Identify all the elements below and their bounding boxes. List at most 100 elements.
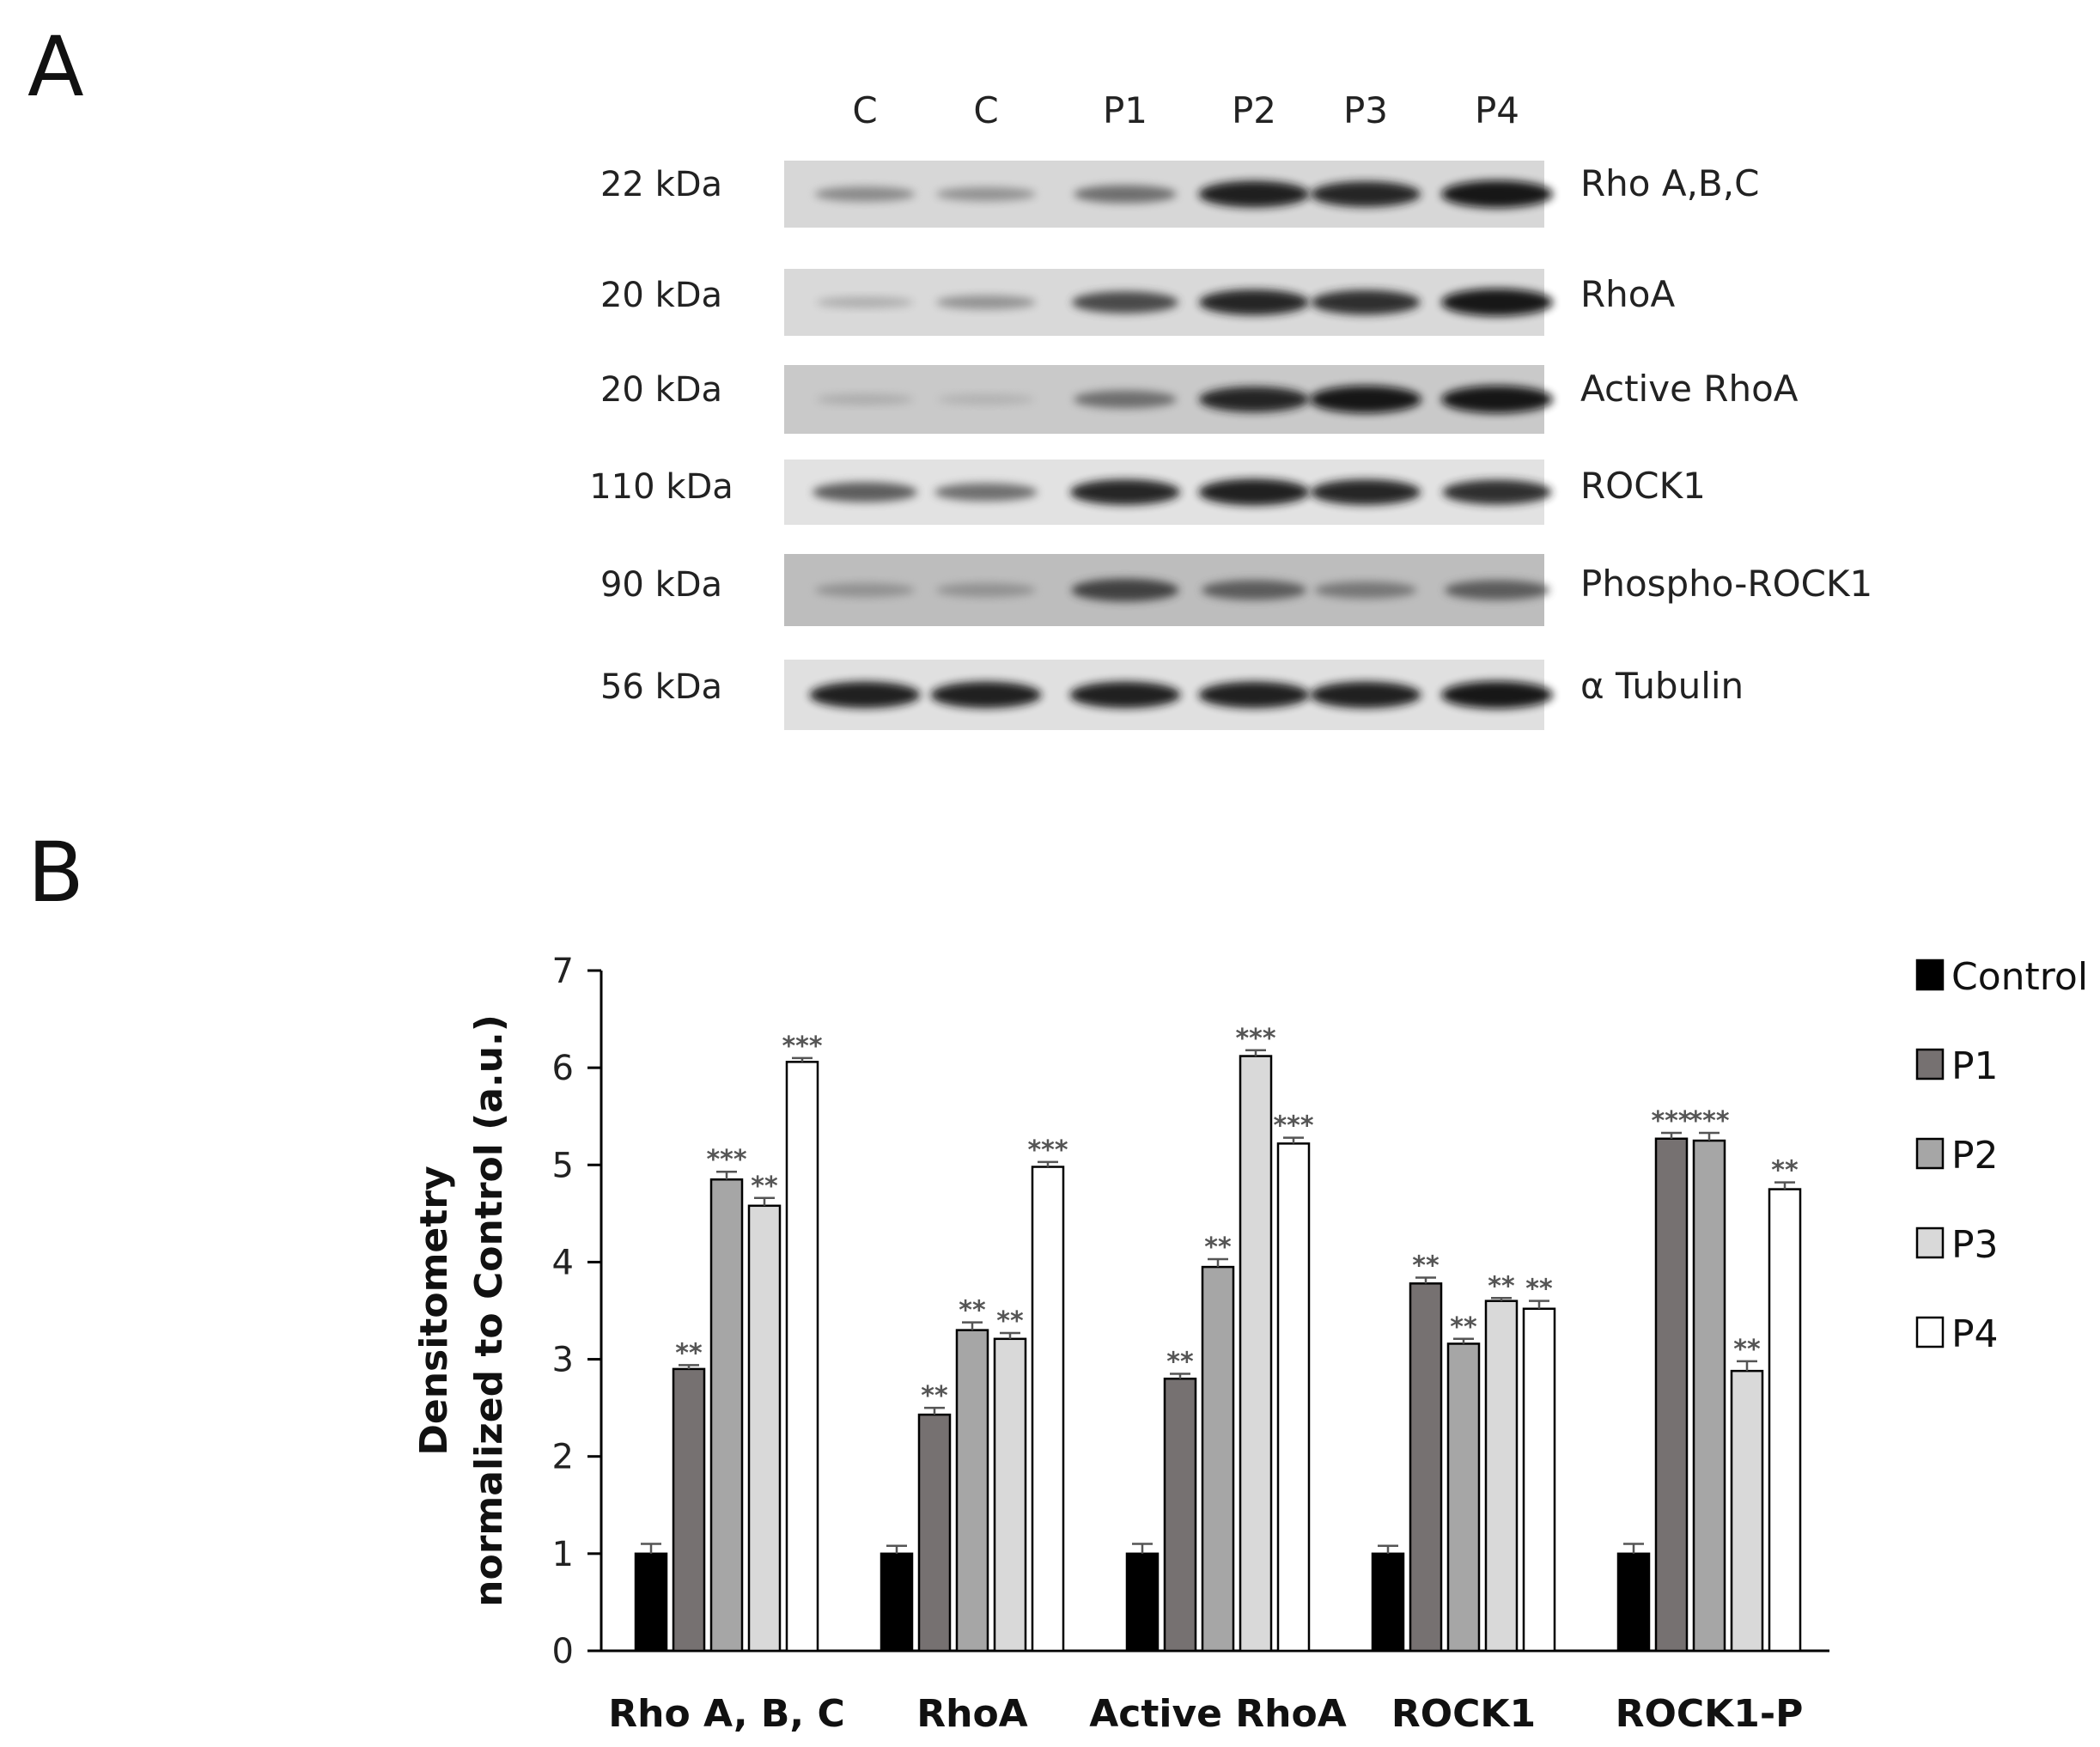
- significance-marker: **: [959, 1296, 986, 1326]
- blot-row: 110 kDa ROCK1: [589, 460, 1706, 525]
- bar: [955, 1329, 989, 1653]
- legend-swatch: [1915, 1227, 1945, 1259]
- blot-row: 22 kDa Rho A,B,C: [600, 161, 1759, 228]
- significance-marker: ***: [1689, 1106, 1729, 1136]
- molecular-weight-label: 56 kDa: [600, 667, 722, 707]
- blot-band: [1310, 681, 1421, 709]
- blot-band: [815, 582, 915, 598]
- blot-row: 56 kDa α Tubulin: [600, 660, 1744, 730]
- y-tick-label: 7: [552, 952, 574, 991]
- blot-band: [1198, 180, 1310, 208]
- lane-label: C: [973, 89, 998, 131]
- bar: [1125, 1552, 1160, 1653]
- bar: [785, 1061, 819, 1653]
- significance-marker: **: [1450, 1312, 1477, 1342]
- legend-label: P3: [1951, 1223, 1999, 1267]
- blot-band: [1311, 289, 1421, 315]
- protein-label: α Tubulin: [1580, 665, 1744, 707]
- molecular-weight-label: 22 kDa: [600, 165, 722, 204]
- molecular-weight-label: 110 kDa: [589, 467, 733, 507]
- legend-label: P4: [1951, 1312, 1999, 1356]
- lane-label: C: [852, 89, 877, 131]
- blot-band: [1202, 580, 1306, 600]
- blot-row: 90 kDa Phospho-ROCK1: [600, 554, 1872, 626]
- lane-label: P1: [1103, 89, 1147, 131]
- x-category-label: RhoA: [916, 1692, 1028, 1736]
- blot-band: [1311, 181, 1421, 207]
- significance-marker: ***: [782, 1032, 822, 1062]
- bar: [1484, 1300, 1519, 1653]
- bar: [1654, 1137, 1689, 1653]
- lane-label: P3: [1343, 89, 1388, 131]
- x-category-label: Rho A, B, C: [608, 1692, 845, 1736]
- significance-marker: **: [675, 1338, 703, 1368]
- bar: [1031, 1166, 1065, 1653]
- y-tick-label: 4: [552, 1243, 574, 1282]
- blot-band: [1441, 681, 1553, 709]
- bar: [1371, 1552, 1405, 1653]
- molecular-weight-label: 20 kDa: [600, 370, 722, 410]
- x-category-label: Active RhoA: [1089, 1692, 1347, 1736]
- blot-band: [1445, 580, 1549, 600]
- significance-marker: ***: [1651, 1106, 1691, 1136]
- blot-band: [936, 582, 1036, 598]
- y-axis-label-line: Densitometry: [412, 1166, 456, 1455]
- blot-band: [930, 681, 1042, 709]
- protein-label: Rho A,B,C: [1580, 162, 1759, 204]
- bar: [747, 1204, 782, 1653]
- blot-row: 20 kDa RhoA: [600, 269, 1675, 336]
- significance-marker: **: [1204, 1233, 1232, 1263]
- y-axis-label-line: normalized to Control (a.u.): [467, 1014, 511, 1607]
- bar: [1692, 1139, 1726, 1653]
- y-tick-label: 6: [552, 1049, 574, 1088]
- bar: [1163, 1377, 1197, 1653]
- blot-band: [814, 186, 916, 202]
- blot-band: [1314, 581, 1417, 599]
- blot-band: [936, 186, 1036, 202]
- bar: [1239, 1055, 1273, 1653]
- blot-band: [1071, 578, 1179, 602]
- bar-group: **********: [634, 1032, 823, 1653]
- significance-marker: **: [1733, 1335, 1761, 1365]
- significance-marker: **: [1412, 1251, 1440, 1281]
- blot-band: [816, 393, 914, 405]
- bar-group: ** ** ** **: [1371, 1251, 1556, 1653]
- legend-swatch: [1915, 959, 1945, 991]
- y-tick-label: 5: [552, 1146, 574, 1185]
- blot-band: [1311, 479, 1421, 505]
- bar: [1616, 1552, 1651, 1653]
- x-category-label: ROCK1-P: [1616, 1692, 1804, 1736]
- bar: [1201, 1265, 1235, 1653]
- blot-band: [1441, 386, 1553, 413]
- blot-band: [1310, 386, 1421, 413]
- legend-swatch: [1915, 1316, 1945, 1348]
- significance-marker: **: [751, 1172, 778, 1202]
- bar: [1730, 1369, 1764, 1653]
- blot-band: [1198, 478, 1310, 506]
- significance-marker: **: [996, 1306, 1024, 1336]
- blot-band: [1074, 390, 1177, 409]
- blot-band: [1199, 289, 1309, 315]
- blot-band: [1074, 185, 1177, 204]
- blot-band: [813, 482, 917, 502]
- blot-band: [934, 483, 1038, 502]
- blot-band: [809, 681, 921, 709]
- y-axis-title: Densitometry normalized to Control (a.u.): [412, 1014, 511, 1607]
- blot-band: [936, 295, 1036, 310]
- significance-marker: **: [1525, 1275, 1553, 1305]
- protein-label: Active RhoA: [1580, 368, 1799, 410]
- y-tick-label: 1: [552, 1535, 574, 1574]
- blot-band: [937, 393, 1035, 405]
- bar: [1522, 1307, 1556, 1653]
- molecular-weight-label: 20 kDa: [600, 276, 722, 315]
- blot-band: [1069, 681, 1181, 709]
- bar: [709, 1178, 744, 1653]
- blot-band: [1441, 289, 1553, 316]
- significance-marker: **: [1771, 1156, 1799, 1186]
- bar: [672, 1367, 706, 1653]
- blot-band: [816, 296, 914, 308]
- protein-label: ROCK1: [1580, 465, 1706, 507]
- bar: [1768, 1188, 1802, 1653]
